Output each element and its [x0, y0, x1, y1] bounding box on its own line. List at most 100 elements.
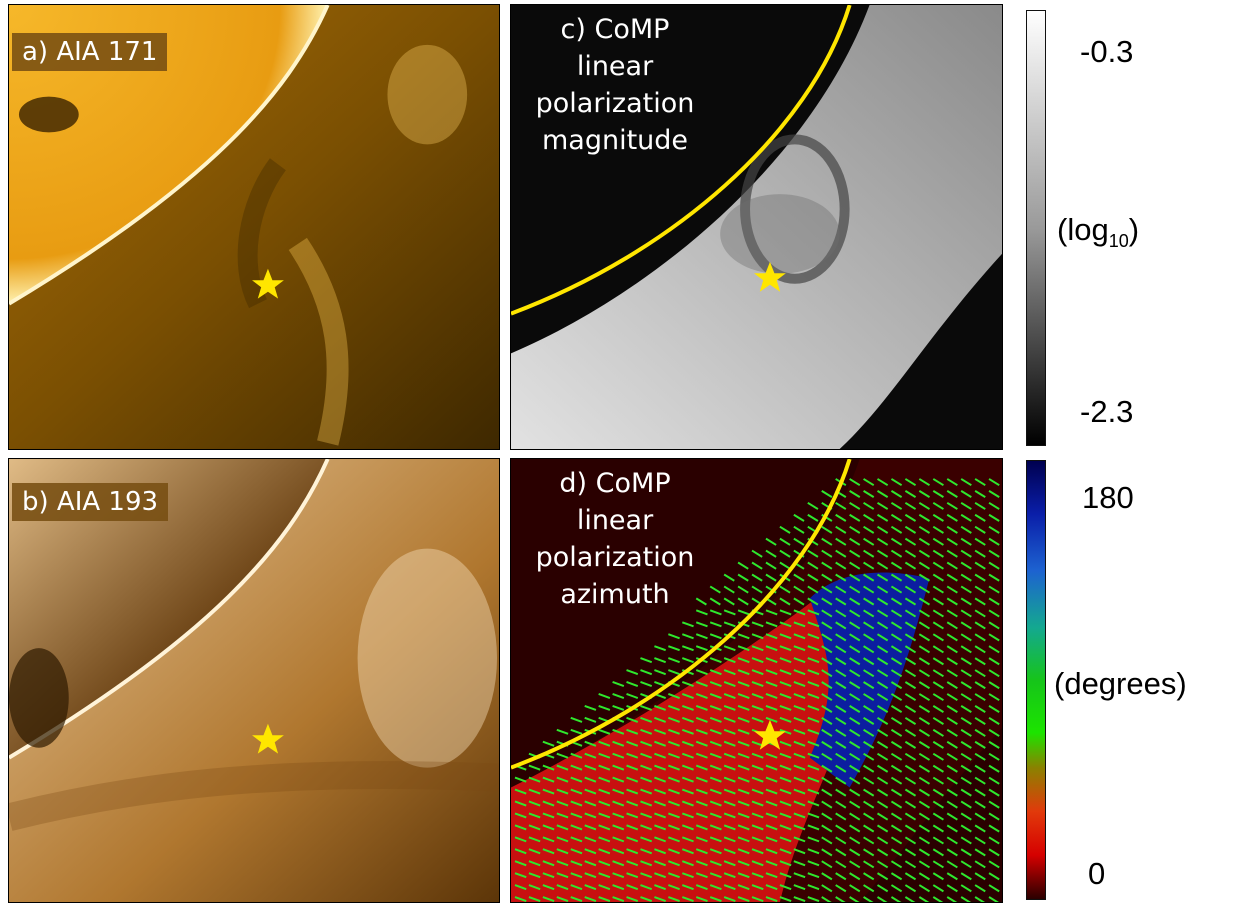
polarization-vector [654, 776, 667, 783]
polarization-vector [918, 585, 931, 594]
polarization-vector [835, 645, 847, 654]
polarization-vector [821, 788, 833, 797]
polarization-vector [863, 848, 875, 857]
panel-aia-193: b) AIA 193 [8, 458, 500, 903]
polarization-vector [918, 872, 931, 881]
polarization-vector [890, 752, 903, 761]
polarization-vector [932, 478, 944, 487]
polarization-vector [876, 513, 889, 522]
polarization-vector [849, 752, 861, 761]
polarization-vector [765, 812, 778, 819]
polarization-vector [932, 836, 944, 845]
polarization-vector [640, 812, 653, 819]
polarization-vector [709, 669, 722, 676]
polarization-vector [849, 645, 861, 654]
polarization-vector [904, 478, 917, 487]
polarization-vector [876, 490, 889, 498]
polarization-vector [904, 752, 917, 761]
polarization-vector [709, 776, 722, 783]
polarization-vector [918, 896, 930, 902]
polarization-vector [709, 872, 722, 879]
polarization-vector [668, 716, 680, 723]
polarization-vector [821, 848, 833, 857]
polarization-vector [542, 860, 555, 867]
polarization-vector [918, 573, 931, 582]
polarization-vector [793, 573, 805, 582]
polarization-vector [863, 681, 875, 690]
polarization-vector [737, 800, 750, 807]
polarization-vector [793, 633, 806, 640]
polarization-vector [668, 704, 680, 711]
polarization-vector [821, 645, 833, 654]
polarization-vector [876, 812, 889, 821]
polarization-vector [668, 669, 680, 676]
polarization-vector [904, 693, 917, 702]
polarization-vector [807, 896, 820, 902]
polarization-vector [737, 788, 750, 795]
polarization-vector [988, 788, 1000, 797]
polarization-vector [946, 705, 958, 714]
polarization-vector [556, 728, 569, 735]
polarization-vector [793, 884, 806, 891]
polarization-vector [904, 537, 917, 546]
polarization-vector [876, 609, 889, 618]
polarization-vector [807, 824, 820, 831]
polarization-vector [709, 848, 722, 855]
polarization-vector [988, 824, 1000, 833]
polarization-vector [835, 716, 847, 725]
polarization-vector [793, 752, 806, 759]
polarization-vector [681, 728, 694, 735]
polarization-vector [681, 681, 694, 688]
polarization-vector [821, 800, 833, 809]
polarization-vector [974, 669, 986, 678]
polarization-vector [765, 621, 778, 628]
polarization-vector [598, 740, 611, 747]
polarization-vector [835, 501, 847, 510]
polarization-vector [737, 585, 749, 594]
polarization-vector [863, 585, 875, 594]
polarization-vector [821, 669, 833, 678]
polarization-vector [946, 812, 958, 821]
polarization-vector [514, 836, 527, 843]
polarization-vector [904, 896, 916, 902]
polarization-vector [751, 860, 764, 867]
polarization-vector [765, 549, 777, 558]
azimuth-colorbar-max-label: 180 [1082, 480, 1134, 515]
star-icon [754, 261, 786, 292]
polarization-vector [960, 609, 972, 618]
polarization-vector [863, 549, 875, 558]
polarization-vector [821, 776, 833, 785]
polarization-vector [932, 896, 944, 902]
polarization-vector [904, 621, 917, 630]
polarization-vector [584, 896, 597, 902]
polarization-vector [890, 537, 903, 546]
polarization-vector [821, 896, 832, 902]
polarization-vector [654, 884, 667, 891]
polarization-vector [528, 812, 541, 819]
polarization-vector [709, 621, 722, 628]
polarization-vector [932, 812, 944, 821]
polarization-vector [821, 597, 833, 606]
polarization-vector [918, 776, 931, 785]
polarization-vector [807, 501, 819, 510]
polarization-vector [988, 549, 1000, 558]
polarization-vector [681, 824, 694, 831]
polarization-vector [960, 716, 972, 725]
polarization-vector [751, 824, 764, 831]
polarization-vector [974, 896, 986, 902]
polarization-vector [849, 478, 861, 487]
polarization-vector [918, 740, 931, 749]
polarization-vector [918, 609, 931, 618]
polarization-vector [863, 836, 875, 845]
polarization-vector [835, 764, 847, 773]
polarization-vector [668, 884, 680, 891]
polarization-vector [723, 896, 736, 902]
polarization-vector [876, 478, 889, 487]
polarization-vector [668, 728, 680, 735]
polarization-vector [974, 490, 986, 498]
polarization-vector [695, 896, 708, 902]
polarization-vector [863, 824, 875, 833]
polarization-vector [528, 764, 541, 771]
polarization-vector [807, 657, 820, 664]
polarization-vector [793, 537, 805, 546]
